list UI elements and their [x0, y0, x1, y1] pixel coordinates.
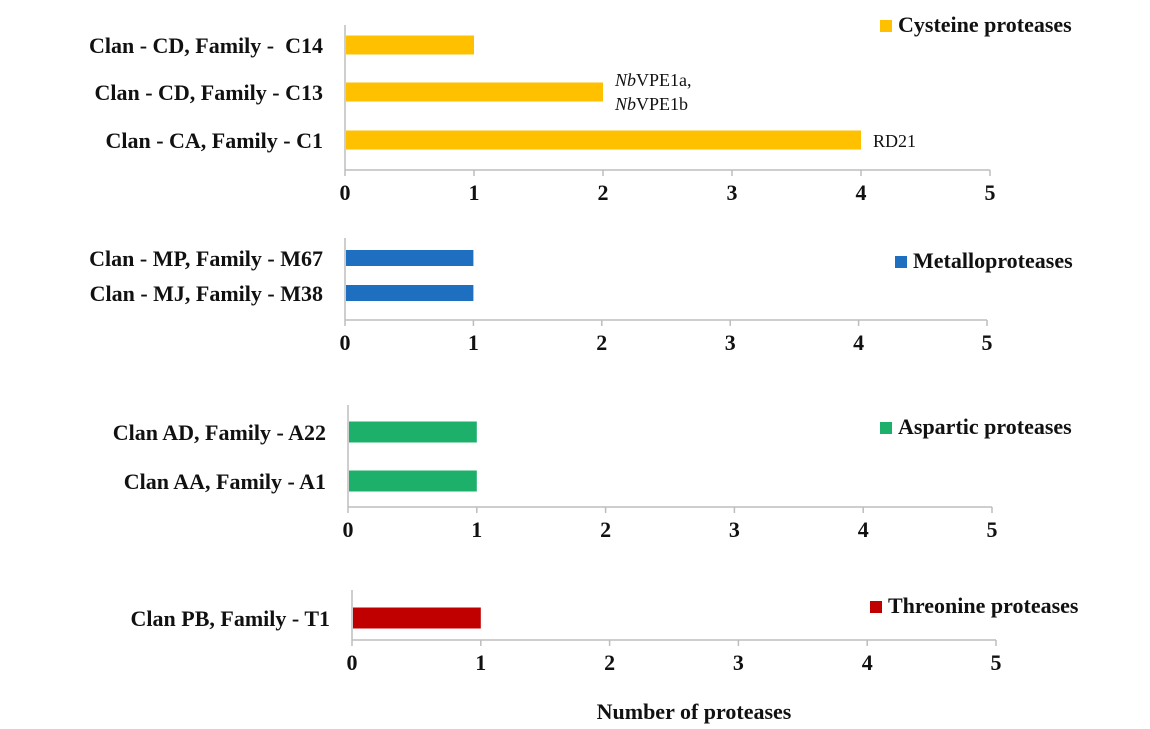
legend-label: Metalloproteases — [913, 248, 1073, 273]
category-label: Clan - CD, Family - C13 — [94, 80, 323, 105]
x-tick-label: 0 — [343, 517, 354, 542]
x-tick-label: 5 — [985, 180, 996, 205]
x-tick-label: 3 — [725, 330, 736, 355]
x-tick-label: 2 — [604, 650, 615, 675]
bar — [353, 607, 481, 629]
x-tick-label: 3 — [727, 180, 738, 205]
x-tick-label: 5 — [987, 517, 998, 542]
x-tick-label: 4 — [858, 517, 869, 542]
legend-swatch — [895, 256, 907, 268]
panel-3: 0 1 2 3 4 5 Clan PB, Family - T1 Threonine prot… — [131, 590, 1079, 724]
category-label: Clan - MP, Family - M67 — [89, 246, 323, 271]
x-tick-label: 2 — [596, 330, 607, 355]
x-tick-label: 0 — [340, 180, 351, 205]
x-tick-label: 3 — [733, 650, 744, 675]
data-annotation: NbVPE1b — [614, 94, 688, 114]
x-tick-label: 3 — [729, 517, 740, 542]
x-tick-label: 0 — [347, 650, 358, 675]
bar — [346, 250, 474, 266]
x-axis-label: Number of proteases — [597, 699, 792, 724]
data-annotation: NbVPE1a, — [614, 70, 692, 90]
legend-swatch — [870, 601, 882, 613]
category-label: Clan - CA, Family - C1 — [105, 128, 323, 153]
x-tick-label: 1 — [468, 330, 479, 355]
legend-swatch — [880, 20, 892, 32]
x-tick-label: 1 — [471, 517, 482, 542]
x-tick-label: 5 — [991, 650, 1002, 675]
x-tick-label: 4 — [862, 650, 873, 675]
panel-0: 0 1 2 3 4 5 Clan - CA, Family - C1 Clan - CD, F… — [89, 12, 1072, 205]
category-label: Clan PB, Family - T1 — [131, 606, 330, 631]
panel-2: 0 1 2 3 4 5 Clan AA, Family - A1 Clan AD, Famil… — [113, 405, 1072, 542]
x-tick-label: 1 — [469, 180, 480, 205]
legend-label: Threonine proteases — [888, 593, 1079, 618]
bar — [346, 82, 603, 102]
panel-1: 0 1 2 3 4 5 Clan - MJ, Family - M38 Clan - MP, … — [89, 238, 1073, 355]
category-label: Clan - CD, Family - C14 — [89, 33, 323, 58]
bar — [346, 130, 861, 150]
x-tick-label: 2 — [598, 180, 609, 205]
legend-label: Cysteine proteases — [898, 12, 1072, 37]
bar — [349, 421, 477, 443]
category-label: Clan - MJ, Family - M38 — [90, 281, 323, 306]
legend-label: Aspartic proteases — [898, 414, 1072, 439]
category-label: Clan AA, Family - A1 — [124, 469, 326, 494]
x-tick-label: 2 — [600, 517, 611, 542]
bar — [346, 35, 474, 55]
bar — [346, 285, 474, 301]
legend-swatch — [880, 422, 892, 434]
x-tick-label: 1 — [475, 650, 486, 675]
bar — [349, 470, 477, 492]
x-tick-label: 4 — [853, 330, 864, 355]
x-tick-label: 4 — [856, 180, 867, 205]
data-annotation: RD21 — [873, 131, 916, 151]
x-tick-label: 5 — [982, 330, 993, 355]
category-label: Clan AD, Family - A22 — [113, 420, 326, 445]
x-tick-label: 0 — [340, 330, 351, 355]
